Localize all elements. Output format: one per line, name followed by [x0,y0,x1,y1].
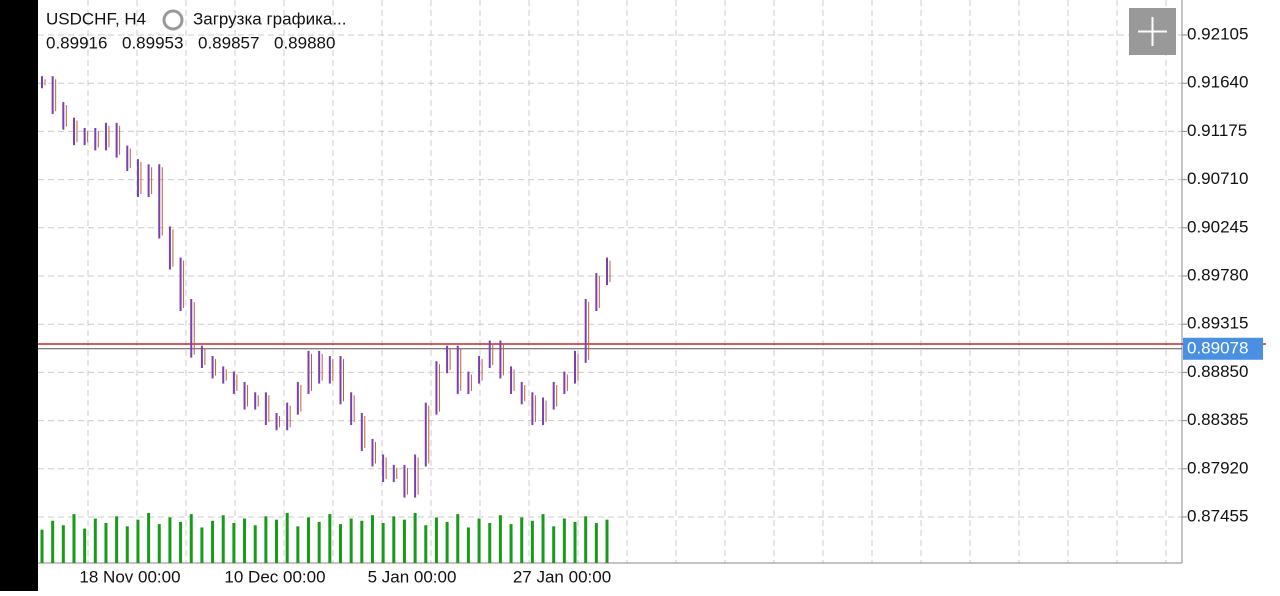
volume-bar [381,523,385,563]
left-edge [0,0,38,591]
volume-bar [136,519,140,563]
volume-bar [51,520,55,563]
x-tick-label: 27 Jan 00:00 [513,567,611,586]
ohlc-value: 0.89953 [122,33,183,52]
y-tick-label: 0.90710 [1187,169,1248,188]
volume-bar [402,519,406,563]
status: Загрузка графика... [193,9,347,28]
x-tick-label: 5 Jan 00:00 [368,567,457,586]
volume-bar [104,523,108,563]
crosshair-button[interactable] [1129,8,1176,55]
volume-bar [488,523,492,563]
volume-bar [477,518,481,563]
volume-bar [168,517,172,563]
y-tick-label: 0.91640 [1187,73,1248,92]
symbol: USDCHF, H4 [46,9,146,28]
volume-bar [93,518,97,563]
y-tick-label: 0.88850 [1187,362,1248,381]
volume-bar [498,515,502,563]
volume-bar [243,518,247,563]
y-tick-label: 0.87920 [1187,458,1248,477]
loading-spinner [162,9,184,31]
volume-bar [349,518,353,563]
volume-bar [445,521,449,563]
volume-bar [72,514,76,563]
price-label-bg [1183,337,1263,360]
volume-bar [40,529,44,563]
y-tick-label: 0.88385 [1187,410,1248,429]
grid [38,0,1182,563]
y-tick-label: 0.87455 [1187,506,1248,525]
volume-bar [424,525,428,563]
volume-bar [179,521,183,563]
volume-bar [456,514,460,563]
volume-bar [189,514,193,563]
volume-bar [584,516,588,563]
plus-icon [1138,17,1167,46]
volume-bar [264,516,268,563]
volume-bar [232,523,236,563]
volume-bar [115,516,119,563]
x-tick-label: 18 Nov 00:00 [79,567,180,586]
volume-bar [307,517,311,563]
volume-bar [520,517,524,563]
volume-bar [317,521,321,563]
ohlc-value: 0.89916 [46,33,107,52]
volume-bar [605,519,609,563]
volume-bar [530,520,534,563]
y-tick-label: 0.91175 [1187,121,1247,140]
volume-bar [360,520,364,563]
volume-bar [413,513,417,563]
volume-bar [573,521,577,563]
volume-bar [541,514,545,563]
volume-bar [392,516,396,563]
ohlc-value: 0.89880 [274,33,335,52]
volume-bar [275,519,279,563]
volume-bar [466,527,470,563]
volume-bar [296,526,300,563]
volume-bar [370,515,374,563]
x-tick-label: 10 Dec 00:00 [224,567,325,586]
y-tick-label: 0.89780 [1187,265,1248,284]
volume-bar [125,526,129,563]
volume-bar [552,526,556,563]
current-price-label: 0.89078 [1187,338,1248,357]
volume-bar [328,514,332,563]
volume-bar [434,517,438,563]
volume-bar [147,513,151,563]
volume-bar [200,527,204,563]
volume-bar [211,520,215,563]
volume-bar [509,524,513,563]
volume-bar [61,525,65,563]
ohlc-value: 0.89857 [198,33,259,52]
volume-bar [338,524,342,563]
y-tick-label: 0.89315 [1187,314,1248,333]
volume-bar [253,525,257,563]
volume-bar [562,518,566,563]
volume-bar [83,528,87,563]
volume-bar [594,523,598,563]
volume-bar [221,515,225,563]
volume-bar [157,524,161,563]
y-tick-label: 0.92105 [1187,25,1248,44]
volume-bar [285,513,289,563]
y-tick-label: 0.90245 [1187,217,1248,236]
